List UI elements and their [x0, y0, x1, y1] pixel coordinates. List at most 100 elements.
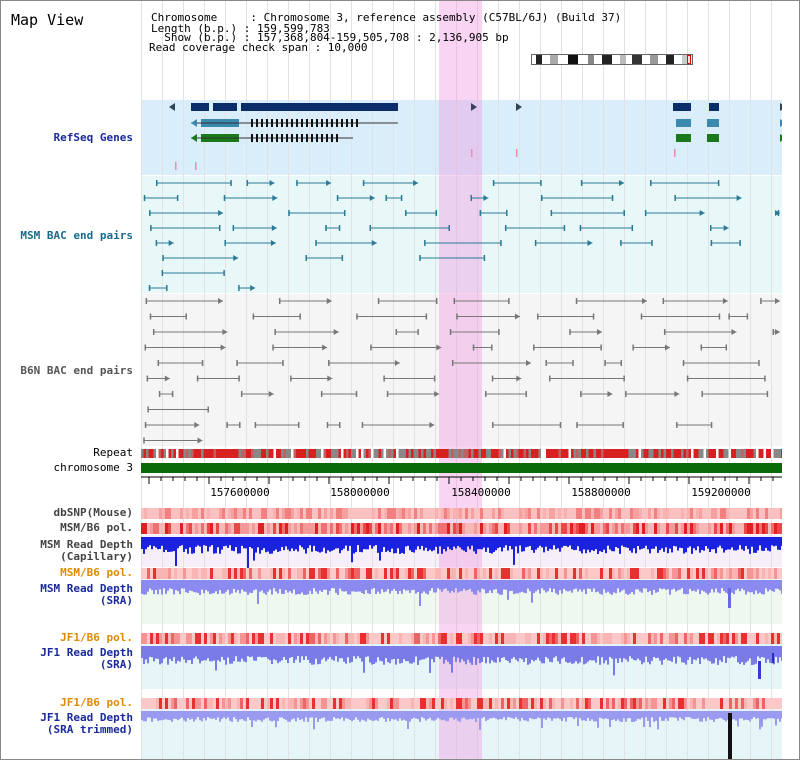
depth-bar [745, 711, 747, 720]
bac-end [386, 391, 389, 397]
depth-bar [435, 580, 437, 593]
depth-bar [197, 646, 199, 660]
depth-bar [193, 580, 195, 593]
depth-bar [521, 537, 523, 552]
heat-cell [375, 633, 378, 644]
bac-end-arrow [164, 375, 170, 382]
heat-cell [399, 698, 402, 709]
jf1-read-depth-trimmed-label[interactable]: JF1 Read Depth [40, 711, 133, 724]
selected-region-highlight[interactable] [439, 1, 482, 759]
depth-bar [233, 646, 235, 662]
heat-cell [312, 568, 315, 579]
depth-bar [537, 711, 539, 718]
heat-cell [525, 633, 528, 644]
heat-cell [378, 633, 381, 644]
depth-bar [349, 646, 351, 663]
heat-cell [156, 633, 159, 644]
depth-bar [663, 580, 665, 589]
dbsnp-label[interactable]: dbSNP(Mouse) [53, 506, 133, 519]
depth-bar [521, 580, 523, 592]
repeat-segment [388, 449, 391, 458]
depth-bar [573, 580, 575, 590]
heat-cell [141, 508, 144, 519]
depth-bar [531, 711, 533, 719]
depth-bar [611, 580, 613, 595]
msm-b6-pol-label[interactable]: MSM/B6 pol. [60, 521, 133, 534]
heat-cell [684, 568, 687, 579]
heat-cell [318, 698, 321, 709]
depth-bar [427, 537, 429, 552]
msm-read-depth-capillary-label[interactable]: MSM Read Depth [40, 538, 133, 551]
heat-cell [780, 633, 783, 644]
page-title: Map View [11, 11, 84, 29]
heat-cell [168, 523, 171, 534]
depth-bar [679, 580, 681, 590]
chromosome-ideogram[interactable] [531, 54, 693, 65]
depth-bar [623, 646, 625, 659]
heat-cell [660, 568, 663, 579]
heat-cell [519, 568, 522, 579]
repeat-segment [508, 449, 511, 458]
heat-cell [606, 523, 609, 534]
depth-bar [231, 646, 233, 664]
heat-cell [384, 633, 387, 644]
repeat-segment [501, 449, 504, 458]
depth-bar [379, 580, 381, 594]
repeat-segment [496, 449, 499, 458]
depth-bar [621, 646, 623, 663]
depth-bar [555, 537, 557, 550]
msm-read-depth-sra-label[interactable]: MSM Read Depth [40, 582, 133, 595]
b6n-bac-end-pairs-label[interactable]: B6N BAC end pairs [20, 364, 133, 377]
depth-bar [147, 580, 149, 592]
depth-bar [383, 580, 385, 593]
depth-bar [649, 537, 651, 554]
depth-bar [221, 711, 223, 719]
depth-bar [445, 537, 447, 552]
gene-exon [251, 134, 253, 142]
jf1-b6-pol-label-2[interactable]: JF1/B6 pol. [60, 696, 133, 709]
depth-bar [583, 646, 585, 665]
depth-bar [597, 711, 599, 728]
jf1-read-depth-sra-label[interactable]: JF1 Read Depth [40, 646, 133, 659]
refseq-genes-label[interactable]: RefSeq Genes [53, 131, 133, 144]
depth-bar [695, 646, 697, 661]
jf1-b6-pol-label[interactable]: JF1/B6 pol. [60, 631, 133, 644]
heat-cell [144, 633, 147, 644]
msm-b6-pol-label-2[interactable]: MSM/B6 pol. [60, 566, 133, 579]
depth-bar [595, 537, 597, 550]
depth-bar [591, 537, 593, 551]
msm-bac-end-pairs-label[interactable]: MSM BAC end pairs [20, 229, 133, 242]
heat-cell [585, 633, 588, 644]
heat-cell [201, 633, 204, 644]
bac-end [171, 391, 174, 397]
depth-bar [327, 580, 329, 595]
heat-cell [477, 523, 480, 534]
depth-bar [721, 537, 723, 549]
depth-bar [149, 537, 151, 546]
repeat-segment [776, 449, 779, 458]
gene-arrow [169, 103, 175, 111]
heat-cell [405, 633, 408, 644]
bac-end [472, 344, 475, 351]
heat-cell [606, 508, 609, 519]
heat-cell [564, 568, 567, 579]
depth-bar [515, 580, 517, 594]
depth-bar [195, 646, 197, 657]
depth-bar [713, 580, 715, 593]
repeat-segment [328, 449, 331, 458]
depth-bar [215, 646, 217, 671]
depth-bar [289, 580, 291, 592]
depth-bar [577, 646, 579, 664]
depth-bar [633, 711, 635, 722]
bac-end [718, 313, 721, 320]
heat-cell [546, 568, 549, 579]
depth-bar [647, 580, 649, 593]
heat-cell [171, 508, 174, 519]
heat-cell [630, 523, 633, 534]
heat-cell [558, 508, 561, 519]
heat-cell [687, 568, 690, 579]
heat-cell [306, 508, 309, 519]
depth-bar [627, 580, 629, 595]
heat-cell [399, 633, 402, 644]
